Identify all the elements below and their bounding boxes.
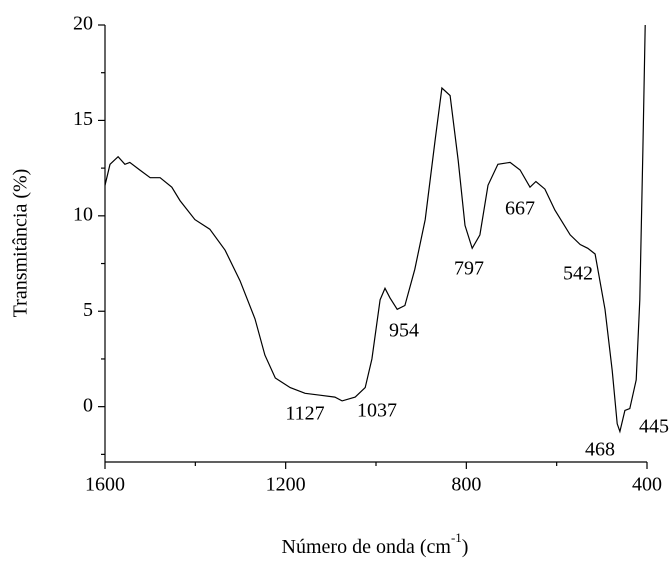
y-tick-label: 0 [83,394,93,416]
y-axis-label: Transmitância (%) [10,169,32,318]
y-tick-label: 5 [83,299,93,321]
y-tick-label: 10 [73,203,93,225]
y-tick-label: 15 [73,108,93,130]
x-tick-label: 400 [632,474,662,496]
spectrum-line [104,24,646,434]
peak-label: 468 [585,439,615,461]
x-tick-label: 1600 [85,474,125,496]
peak-label: 445 [639,416,669,438]
peak-label: 1127 [285,403,324,425]
peak-label: 797 [454,258,484,280]
peak-label: 1037 [357,400,397,422]
peak-label: 667 [505,198,535,220]
x-axis-label: Número de onda (cm-1) [282,530,469,558]
x-tick-label: 1200 [266,474,306,496]
x-tick-label: 800 [451,474,481,496]
peak-label: 542 [563,263,593,285]
y-tick-label: 20 [73,13,93,35]
peak-label: 954 [389,320,419,342]
